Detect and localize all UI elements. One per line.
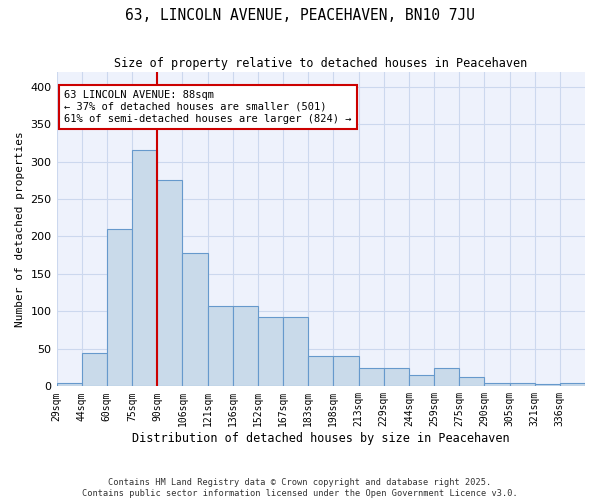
Text: 63 LINCOLN AVENUE: 88sqm
← 37% of detached houses are smaller (501)
61% of semi-: 63 LINCOLN AVENUE: 88sqm ← 37% of detach… [64,90,352,124]
Bar [509,382,535,386]
Bar [132,150,157,386]
Bar [308,356,334,386]
Bar [56,384,82,386]
Bar [383,368,409,386]
Bar [459,376,484,386]
Bar [334,356,359,386]
Y-axis label: Number of detached properties: Number of detached properties [15,131,25,327]
Bar [208,306,233,386]
Bar [484,382,509,386]
Text: 63, LINCOLN AVENUE, PEACEHAVEN, BN10 7JU: 63, LINCOLN AVENUE, PEACEHAVEN, BN10 7JU [125,8,475,22]
Bar [82,354,107,386]
Title: Size of property relative to detached houses in Peacehaven: Size of property relative to detached ho… [114,58,527,70]
Bar [157,180,182,386]
Bar [409,375,434,386]
Bar [359,368,383,386]
Bar [107,229,132,386]
Bar [535,384,560,386]
Bar [182,253,208,386]
Bar [283,316,308,386]
Bar [434,368,459,386]
Bar [560,384,585,386]
Bar [258,316,283,386]
X-axis label: Distribution of detached houses by size in Peacehaven: Distribution of detached houses by size … [132,432,509,445]
Text: Contains HM Land Registry data © Crown copyright and database right 2025.
Contai: Contains HM Land Registry data © Crown c… [82,478,518,498]
Bar [233,306,258,386]
